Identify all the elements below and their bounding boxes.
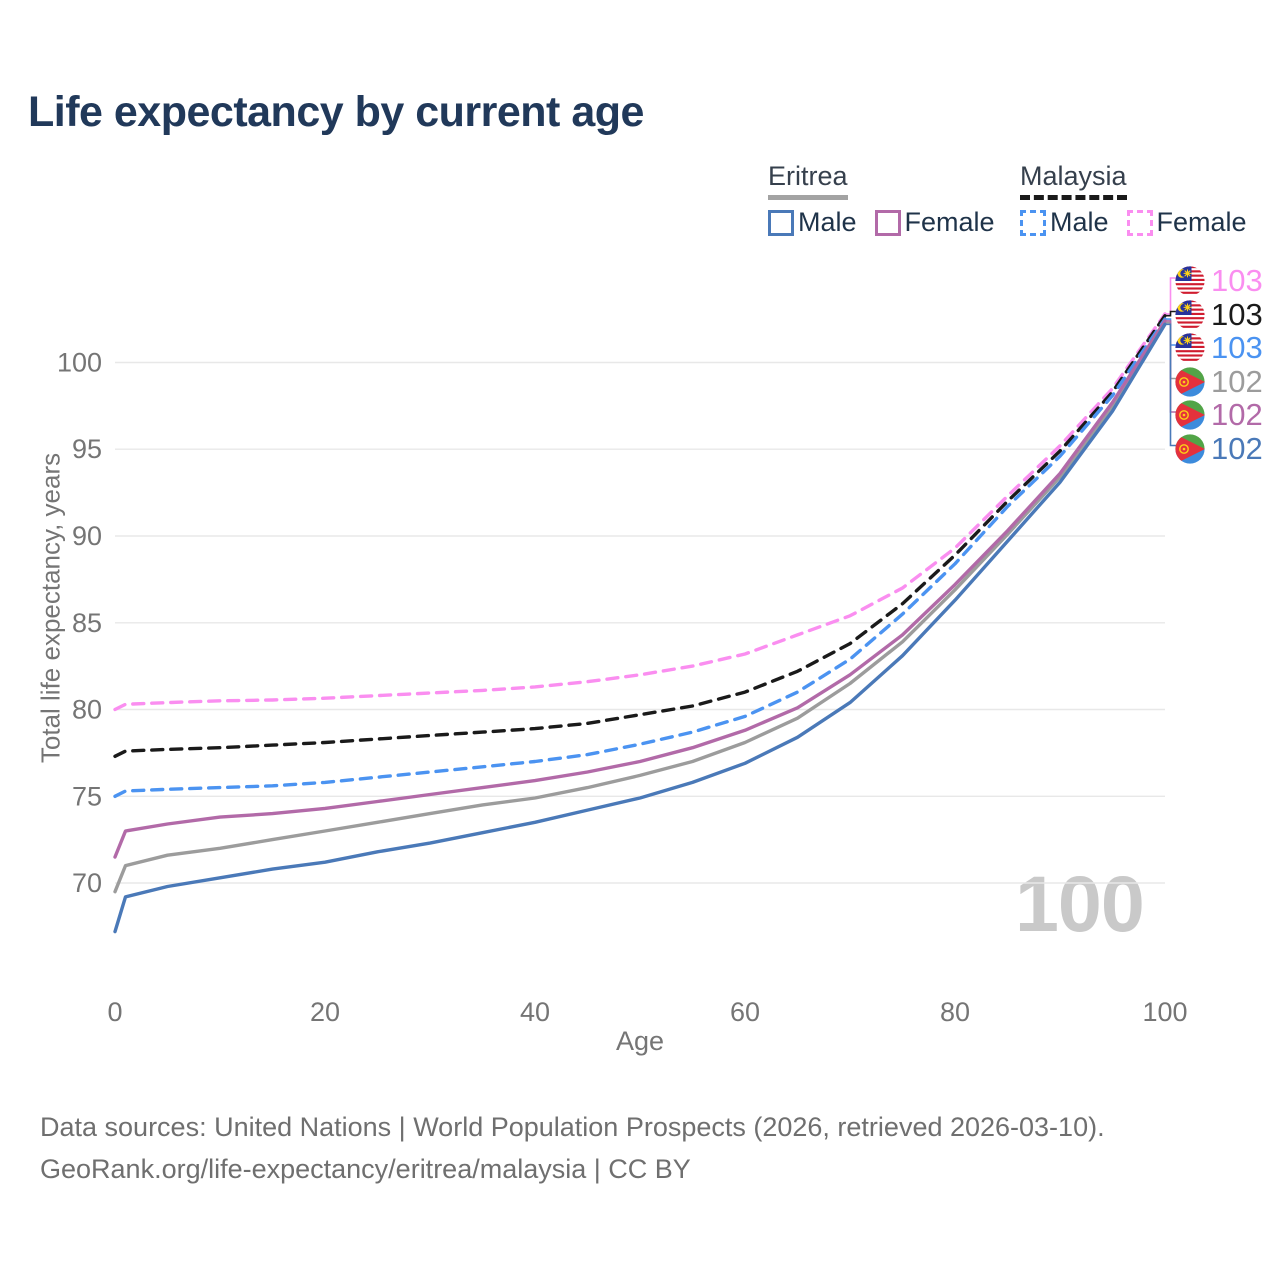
series-eritrea-total[interactable] [113,320,1167,894]
end-label-eritrea-3: 102 [1175,364,1263,400]
eritrea-flag-icon [1175,433,1205,464]
x-tick-label: 100 [1142,997,1187,1027]
legend-items-eritrea: Male Female [768,207,1013,238]
series-eritrea-male[interactable] [113,322,1167,934]
end-label-malaysia-1: 103 [1175,297,1263,333]
end-label-malaysia-2: 103 [1175,330,1263,366]
footer-line-1: Data sources: United Nations | World Pop… [40,1112,1105,1142]
end-label-eritrea-4: 102 [1175,397,1263,433]
x-tick-label: 80 [940,997,970,1027]
x-tick-label: 60 [730,997,760,1027]
legend-group-title-malaysia: Malaysia [1020,161,1127,200]
legend-group-title-eritrea: Eritrea [768,161,848,200]
end-label-value: 103 [1211,263,1263,298]
legend-group-malaysia: Malaysia Male Female [1020,161,1265,238]
label-connector [1165,277,1176,315]
y-tick-label: 75 [72,781,102,811]
end-label-value: 103 [1211,330,1263,365]
legend-item-eritrea-male[interactable]: Male [768,207,857,238]
eritrea-flag-icon [1175,400,1205,430]
end-label-value: 102 [1211,363,1263,399]
age-watermark: 100 [1015,859,1145,948]
eritrea-male-swatch-icon [768,209,794,236]
x-axis-title: Age [615,1026,665,1056]
series-malaysia-female[interactable] [113,312,1167,712]
x-tick-label: 0 [107,997,122,1027]
legend-item-label: Female [1156,207,1247,237]
legend-item-malaysia-female[interactable]: Female [1126,207,1247,238]
end-label-value: 102 [1211,430,1263,466]
malaysia-flag-icon [1175,299,1205,330]
series-malaysia-total[interactable] [113,314,1167,758]
legend-item-label: Male [1050,207,1109,237]
y-tick-label: 95 [72,434,102,464]
malaysia-female-swatch-icon [1126,209,1153,236]
malaysia-male-swatch-icon [1020,209,1046,236]
y-tick-label: 70 [72,868,102,898]
legend-group-eritrea: Eritrea Male Female [768,161,1013,238]
y-tick-label: 80 [72,695,102,725]
legend-item-label: Male [798,207,857,237]
series-malaysia-male[interactable] [113,317,1167,798]
eritrea-flag-icon [1175,366,1205,397]
footer-line-2: GeoRank.org/life-expectancy/eritrea/mala… [40,1154,691,1184]
end-label-malaysia-0: 103 [1175,263,1263,299]
eritrea-female-swatch-icon [874,209,901,236]
end-label-eritrea-5: 102 [1175,431,1263,467]
malaysia-flag-icon [1175,333,1205,363]
x-tick-label: 20 [310,997,340,1027]
footer: Data sources: United Nations | World Pop… [40,1106,1105,1190]
end-label-value: 103 [1211,296,1263,332]
y-tick-label: 85 [72,608,102,638]
legend-item-malaysia-male[interactable]: Male [1020,207,1109,238]
legend-item-label: Female [904,207,995,237]
malaysia-flag-icon [1175,266,1205,296]
legend-items-malaysia: Male Female [1020,207,1265,238]
y-tick-label: 90 [72,521,102,551]
y-axis-title: Total life expectancy, years [35,452,66,764]
label-connector [1165,310,1176,317]
legend-item-eritrea-female[interactable]: Female [874,207,995,238]
series-eritrea-female[interactable] [113,319,1167,859]
page-title: Life expectancy by current age [28,88,644,136]
x-tick-label: 40 [520,997,550,1027]
end-label-value: 102 [1211,397,1263,432]
label-connector [1165,323,1176,447]
y-tick-label: 100 [57,348,102,378]
